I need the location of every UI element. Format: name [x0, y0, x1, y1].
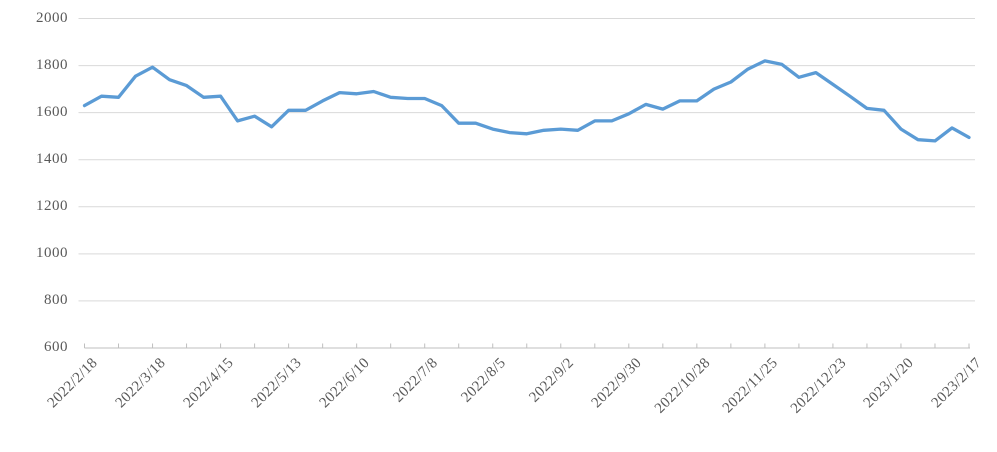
data-series-line — [82, 59, 971, 143]
y-axis-label: 800 — [44, 292, 68, 309]
y-axis-label: 600 — [44, 339, 68, 356]
y-axis-label: 2000 — [36, 9, 68, 26]
y-axis-label: 1800 — [36, 56, 68, 73]
y-axis-label: 1400 — [36, 150, 68, 167]
y-axis-label: 1200 — [36, 197, 68, 214]
y-axis-label: 1000 — [36, 245, 68, 262]
y-axis-label: 1600 — [36, 103, 68, 120]
